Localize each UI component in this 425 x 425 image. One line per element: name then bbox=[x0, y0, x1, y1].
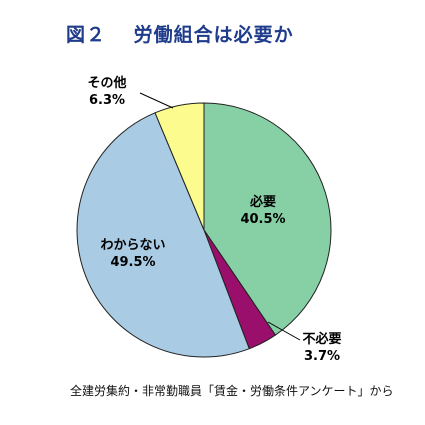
slice-label-0: 必要 bbox=[249, 194, 276, 210]
slice-label-1: 不必要 bbox=[302, 331, 341, 347]
pie-slice-2 bbox=[76, 112, 250, 358]
slice-value-1: 3.7% bbox=[304, 349, 340, 364]
slice-value-2: 49.5% bbox=[110, 255, 155, 270]
slice-labels: 必要 40.5% 不必要 3.7% わからない 49.5% その他 6.3% bbox=[87, 75, 341, 364]
slice-value-3: 6.3% bbox=[89, 93, 125, 108]
chart-title: 図２ 労働組合は必要か bbox=[66, 24, 294, 46]
pie-slices bbox=[76, 102, 332, 358]
source-note: 全建労集約・非常勤職員「賃金・労働条件アンケート」から bbox=[70, 384, 394, 398]
leader-line-3 bbox=[139, 92, 174, 109]
leader-lines bbox=[139, 92, 301, 341]
pie-slice-3 bbox=[154, 102, 205, 231]
slice-label-3: その他 bbox=[87, 75, 126, 91]
pie-slice-0 bbox=[203, 102, 332, 336]
leader-line-1 bbox=[267, 321, 301, 341]
slice-label-2: わからない bbox=[100, 238, 165, 253]
slice-value-0: 40.5% bbox=[240, 212, 285, 227]
